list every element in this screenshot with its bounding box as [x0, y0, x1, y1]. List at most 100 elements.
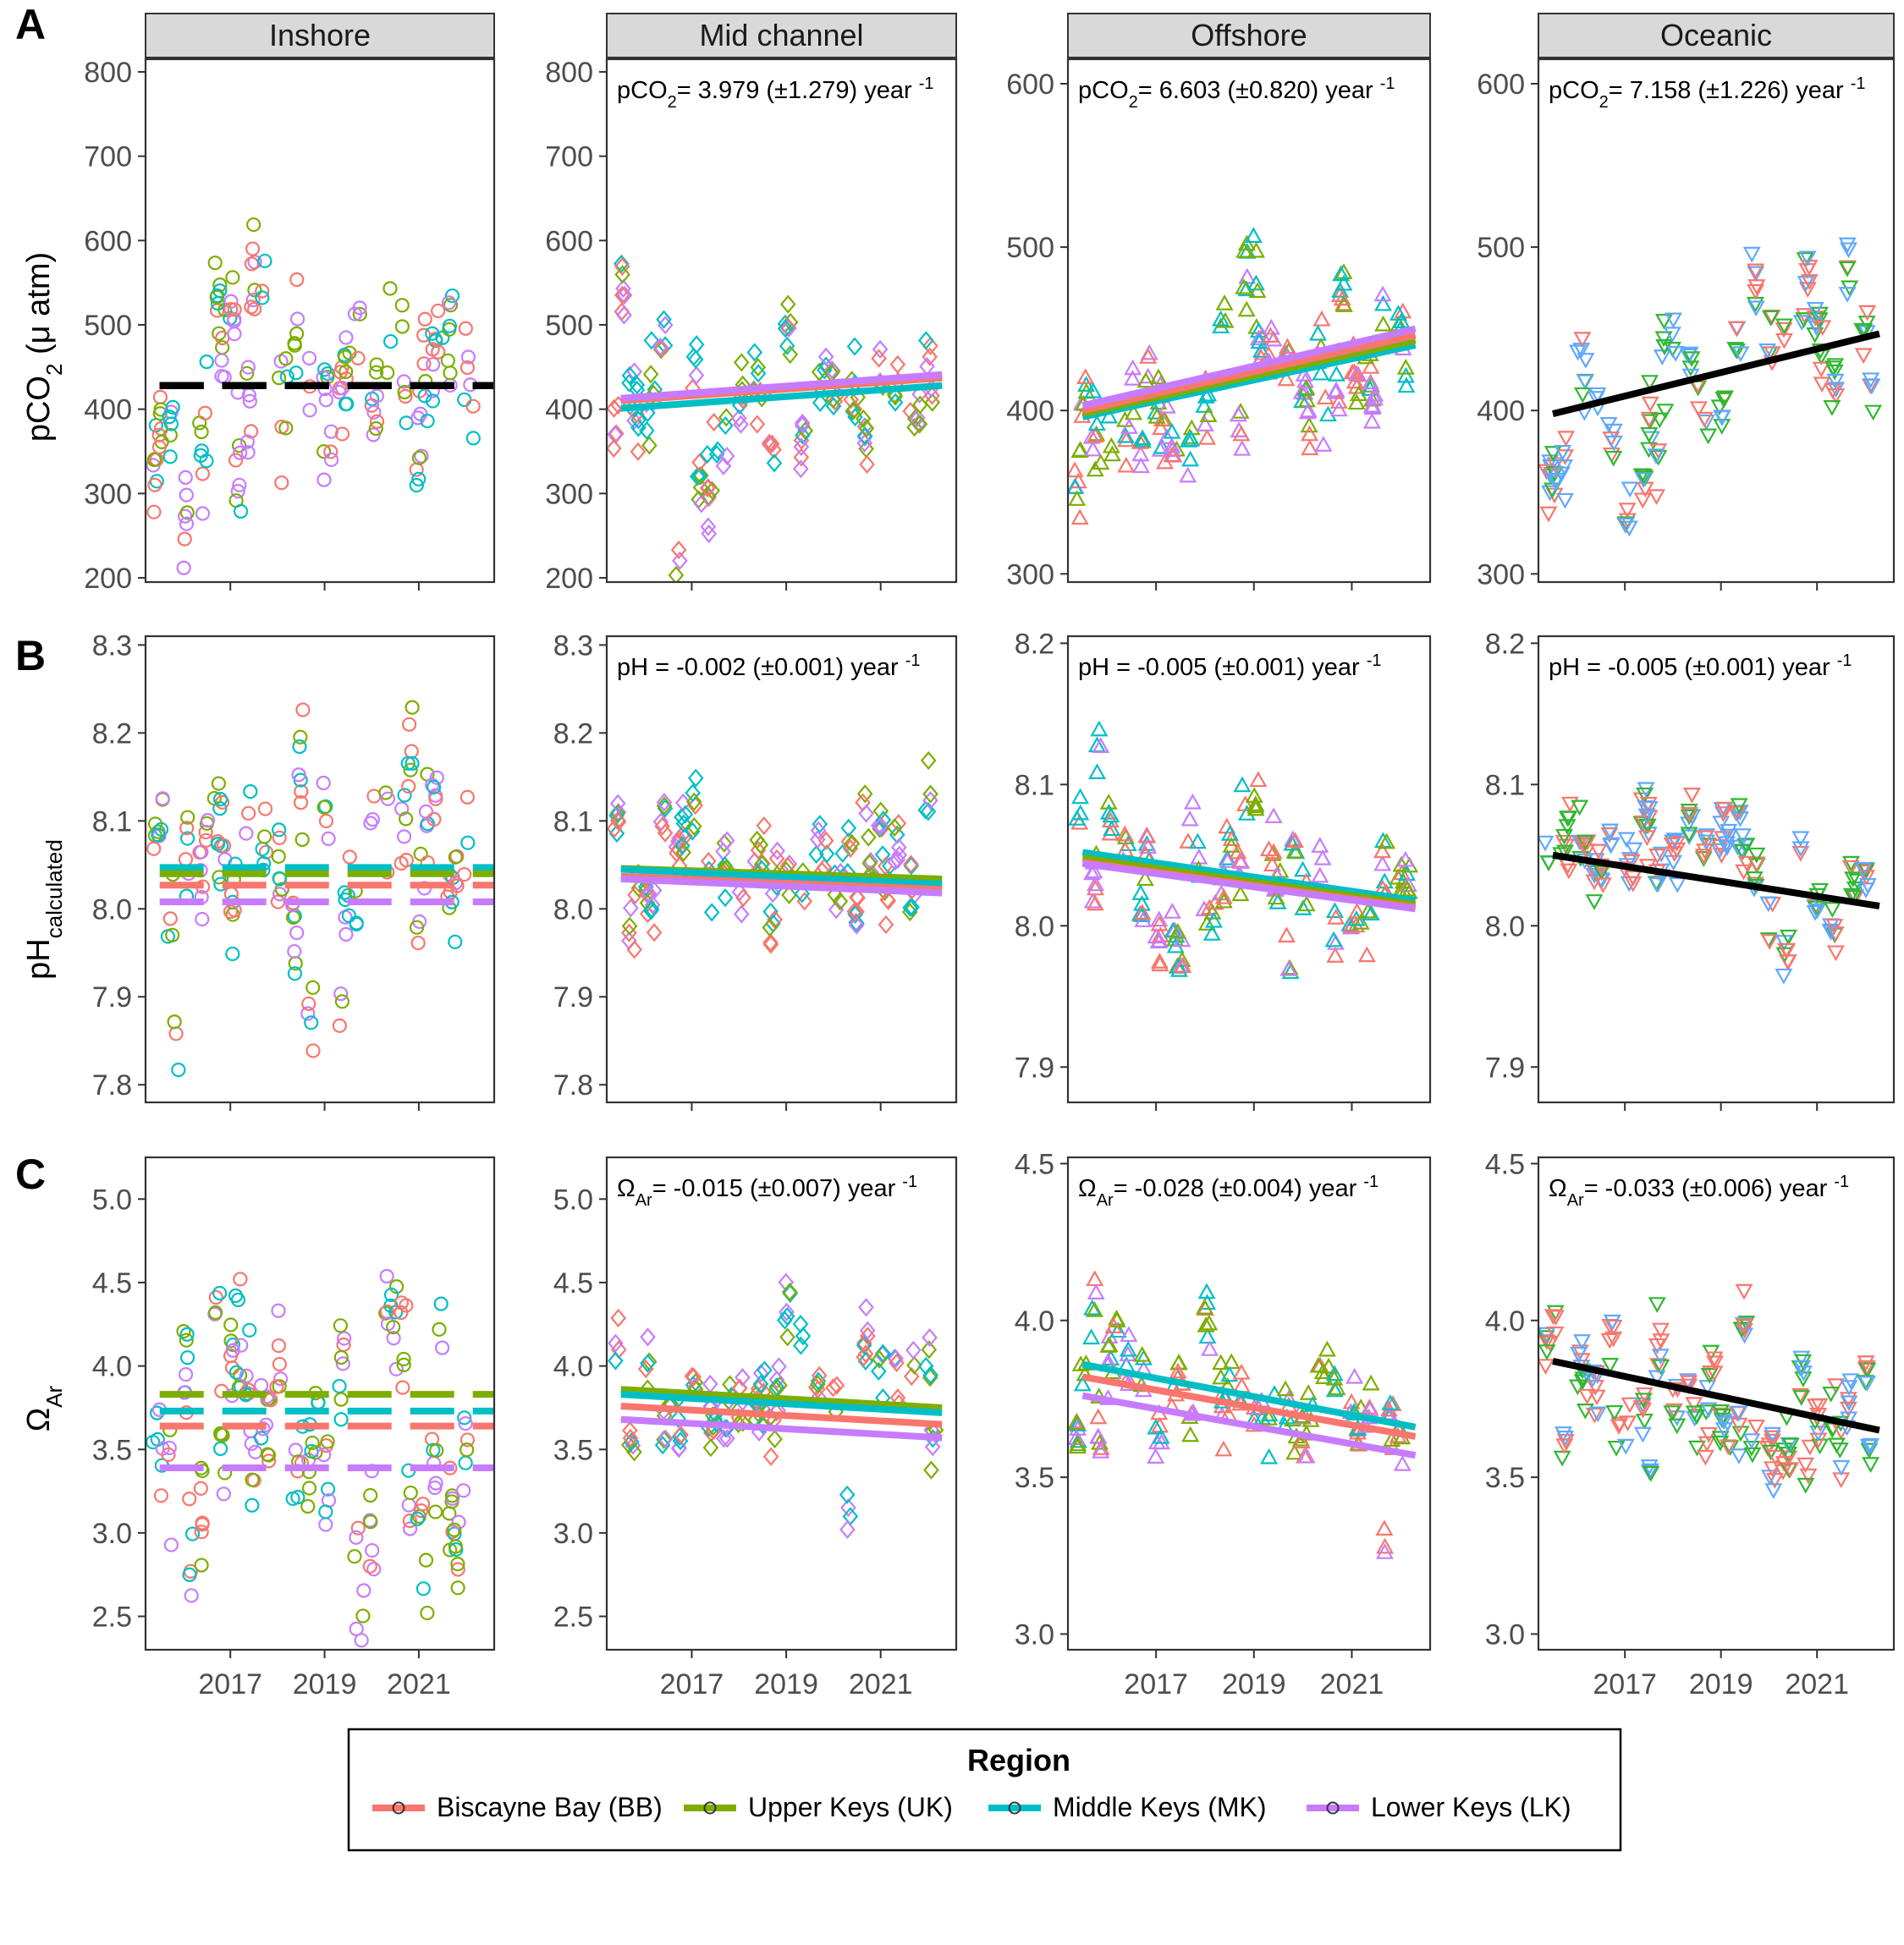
data-point [316, 775, 331, 791]
legend-key-point [1008, 1801, 1021, 1815]
data-point [1163, 446, 1181, 462]
data-point [1327, 908, 1345, 925]
data-point [1685, 1397, 1703, 1413]
points [607, 254, 941, 582]
data-point [889, 354, 906, 374]
strip-label: Inshore [269, 18, 371, 52]
trend-line-lk [620, 875, 943, 897]
data-point [1622, 854, 1641, 871]
data-point [654, 816, 670, 836]
y-axis-label-pco2: pCO2 (μ atm) [21, 252, 67, 442]
trend-annotation: ΩAr= -0.028 (±0.004) year -1 [1078, 1173, 1378, 1210]
data-point [457, 1410, 472, 1426]
y-tick-label: 8.0 [1015, 910, 1054, 942]
data-point [333, 1318, 348, 1333]
data-point [272, 830, 287, 845]
data-point [338, 371, 354, 387]
trend-annotation: pH = -0.005 (±0.001) year -1 [1549, 651, 1852, 681]
data-point [162, 427, 179, 443]
data-point [640, 1354, 656, 1373]
data-point [230, 1292, 246, 1308]
data-point [369, 365, 384, 380]
data-point [184, 1526, 201, 1541]
data-point [1092, 737, 1110, 754]
data-point [383, 333, 399, 349]
data-point [1863, 378, 1881, 395]
data-point [1607, 1441, 1626, 1457]
data-point [1232, 425, 1251, 442]
data-point [179, 516, 195, 531]
data-point [1858, 1362, 1877, 1379]
data-point [366, 427, 381, 442]
data-point [1827, 387, 1846, 404]
data-point [856, 1347, 872, 1367]
data-point [685, 1367, 702, 1387]
data-point [369, 388, 385, 404]
data-point [255, 290, 270, 305]
y-tick-label: 3.5 [1485, 1462, 1525, 1494]
y-tick-label: 300 [1477, 558, 1525, 591]
data-point [861, 827, 877, 847]
data-point [414, 1503, 429, 1519]
y-tick-label: 4.5 [553, 1267, 593, 1299]
data-point [379, 1268, 394, 1284]
data-point [626, 411, 642, 431]
data-point [781, 1282, 798, 1302]
data-point [779, 1327, 795, 1347]
data-point [1800, 274, 1819, 290]
data-point [1648, 1338, 1666, 1354]
data-point [825, 1378, 841, 1398]
data-point [1720, 828, 1738, 845]
data-point [1375, 1519, 1394, 1536]
data-point [1648, 1297, 1666, 1313]
data-point [1573, 332, 1592, 348]
data-point [363, 1514, 378, 1530]
trend-lines [1081, 849, 1417, 913]
legend-label: Lower Keys (LK) [1371, 1792, 1571, 1822]
data-point [1089, 1408, 1108, 1425]
data-point [242, 393, 257, 409]
data-point [194, 424, 209, 440]
data-point [1084, 440, 1103, 457]
data-point [1574, 1371, 1593, 1388]
data-point [1200, 1314, 1219, 1331]
data-point [1715, 801, 1734, 818]
data-point [1641, 396, 1659, 413]
data-point [643, 331, 660, 350]
data-point [332, 1378, 347, 1394]
data-point [1068, 461, 1084, 478]
data-point [1249, 771, 1268, 788]
data-point [766, 440, 782, 459]
data-point [1083, 1299, 1102, 1316]
data-point [212, 326, 227, 341]
data-point [233, 1272, 248, 1287]
data-point [1117, 456, 1136, 473]
data-point [334, 994, 350, 1009]
strip-0 [145, 13, 495, 58]
data-point [396, 829, 412, 844]
data-point [1698, 834, 1716, 851]
data-point [147, 452, 162, 467]
trend-lines [1552, 1358, 1880, 1434]
data-point [1198, 429, 1217, 445]
data-point [1764, 1426, 1782, 1443]
data-point [1640, 375, 1659, 391]
data-point [1147, 1418, 1165, 1435]
data-point [654, 1436, 671, 1455]
y-tick-label: 600 [1477, 69, 1525, 101]
data-point [668, 565, 685, 582]
data-point [1718, 1415, 1736, 1432]
data-point [1231, 885, 1250, 902]
data-point [672, 551, 688, 570]
data-point [757, 1360, 773, 1380]
data-point [1665, 854, 1683, 871]
data-point [1068, 478, 1084, 494]
data-point [193, 1481, 208, 1496]
data-point [718, 446, 735, 466]
data-point [402, 1521, 418, 1536]
data-point [1552, 466, 1571, 483]
data-point [162, 449, 178, 464]
data-point [415, 1497, 431, 1512]
data-point [1235, 242, 1254, 258]
data-point [182, 1567, 197, 1582]
